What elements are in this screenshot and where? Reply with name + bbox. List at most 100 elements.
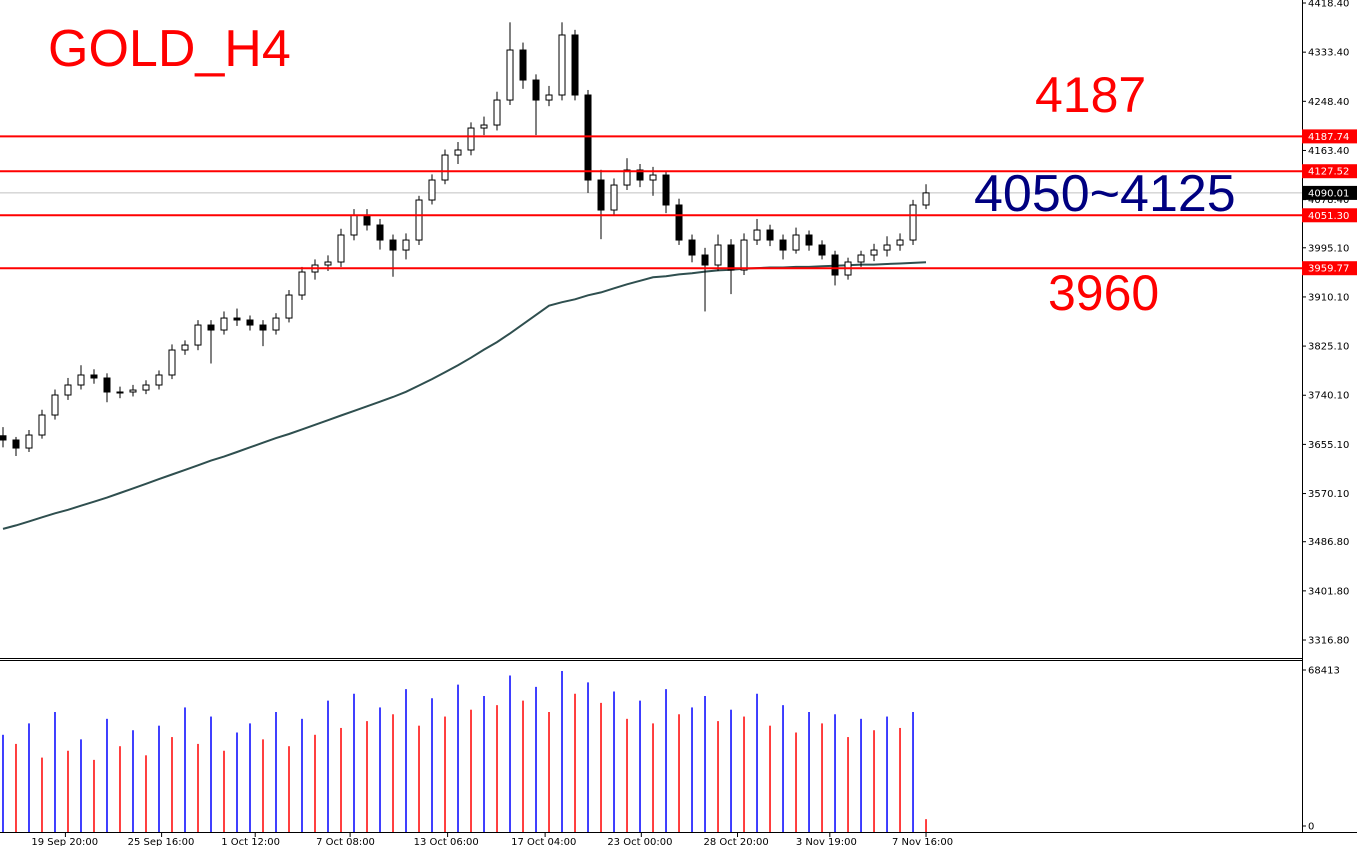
y-tick-label: 3570.10 <box>1308 489 1349 500</box>
y-tick-label: 3740.10 <box>1308 391 1349 402</box>
candle-body <box>64 384 72 396</box>
candle-body <box>12 439 20 449</box>
level-label-box <box>1302 208 1357 223</box>
candle-body <box>857 254 865 263</box>
volume-tick-label: 68413 <box>1308 666 1340 677</box>
y-tick-label: 3316.80 <box>1308 636 1349 647</box>
candle-body <box>116 391 124 394</box>
candle-body <box>909 204 917 241</box>
candle-body <box>532 79 540 101</box>
level-label-box <box>1302 129 1357 144</box>
chart-title: GOLD_H4 <box>48 20 291 78</box>
candle-body <box>350 214 358 236</box>
candle-body <box>38 414 46 436</box>
candle-body <box>389 239 397 251</box>
candle-body <box>636 169 644 181</box>
candle-body <box>493 99 501 126</box>
candle-body <box>649 174 657 181</box>
y-tick-label: 3486.80 <box>1308 537 1349 548</box>
x-tick-label: 1 Oct 12:00 <box>221 837 280 846</box>
candle-body <box>428 179 436 201</box>
candle-body <box>181 344 189 351</box>
level-label: 4187.74 <box>1308 132 1349 143</box>
candle-body <box>545 94 553 101</box>
candle-body <box>831 254 839 276</box>
candle-body <box>233 317 241 321</box>
candle-body <box>766 229 774 241</box>
candle-body <box>207 324 215 331</box>
candle-body <box>129 389 137 393</box>
candle-body <box>142 384 150 391</box>
y-tick-label: 4163.40 <box>1308 146 1349 157</box>
x-tick-label: 7 Oct 08:00 <box>316 837 375 846</box>
candle-body <box>623 169 631 186</box>
x-tick-label: 17 Oct 04:00 <box>511 837 576 846</box>
x-tick-label: 3 Nov 19:00 <box>796 837 857 846</box>
candle-body <box>714 244 722 266</box>
candle-body <box>246 319 254 326</box>
candle-body <box>337 234 345 263</box>
candle-body <box>259 324 267 331</box>
candle-body <box>779 239 787 251</box>
candle-body <box>272 317 280 331</box>
candle-body <box>363 214 371 226</box>
candle-body <box>662 174 670 206</box>
candle-body <box>701 254 709 266</box>
y-tick-label: 3910.10 <box>1308 292 1349 303</box>
candle-body <box>77 374 85 386</box>
x-tick-label: 28 Oct 20:00 <box>704 837 769 846</box>
candle-body <box>220 317 228 331</box>
y-tick-label: 4078.40 <box>1308 195 1349 206</box>
level-label-box <box>1302 164 1357 179</box>
level-label: 3959.77 <box>1308 264 1349 275</box>
candle-body <box>688 239 696 256</box>
candle-body <box>883 244 891 251</box>
candle-body <box>753 229 761 241</box>
candle-body <box>519 49 527 81</box>
candle-body <box>818 244 826 256</box>
annotation: 3960 <box>1048 265 1159 321</box>
candle-body <box>441 154 449 181</box>
x-tick-label: 13 Oct 06:00 <box>414 837 479 846</box>
x-tick-label: 23 Oct 00:00 <box>607 837 672 846</box>
candle-body <box>285 294 293 319</box>
candle-body <box>597 179 605 211</box>
y-tick-label: 3401.80 <box>1308 586 1349 597</box>
candle-body <box>792 234 800 251</box>
candle-body <box>922 192 930 206</box>
y-tick-label: 3825.10 <box>1308 342 1349 353</box>
last-price-box <box>1302 185 1357 200</box>
candle-body <box>870 249 878 256</box>
annotation: 4050~4125 <box>974 165 1236 223</box>
candle-body <box>727 244 735 271</box>
y-tick-label: 4418.40 <box>1308 0 1349 10</box>
candle-body <box>805 234 813 246</box>
candle-body <box>584 94 592 181</box>
candle-body <box>506 49 514 101</box>
y-tick-label: 4333.40 <box>1308 48 1349 59</box>
candle-body <box>90 374 98 379</box>
level-label-box <box>1302 261 1357 276</box>
candle-body <box>103 377 111 393</box>
x-tick-label: 7 Nov 16:00 <box>892 837 953 846</box>
candle-body <box>298 271 306 296</box>
y-tick-label: 4248.40 <box>1308 97 1349 108</box>
candle-body <box>415 199 423 241</box>
candle-body <box>376 224 384 241</box>
y-tick-label: 3995.10 <box>1308 243 1349 254</box>
last-price-label: 4090.01 <box>1308 188 1349 199</box>
candle-body <box>675 204 683 241</box>
candle-body <box>740 239 748 271</box>
x-tick-label: 19 Sep 20:00 <box>31 837 98 846</box>
x-tick-label: 25 Sep 16:00 <box>128 837 195 846</box>
volume-tick-label: 0 <box>1308 822 1314 833</box>
candle-body <box>571 34 579 96</box>
level-label: 4127.52 <box>1308 167 1349 178</box>
candle-body <box>402 239 410 251</box>
candle-body <box>454 149 462 156</box>
candle-body <box>610 184 618 211</box>
candle-body <box>0 435 7 441</box>
